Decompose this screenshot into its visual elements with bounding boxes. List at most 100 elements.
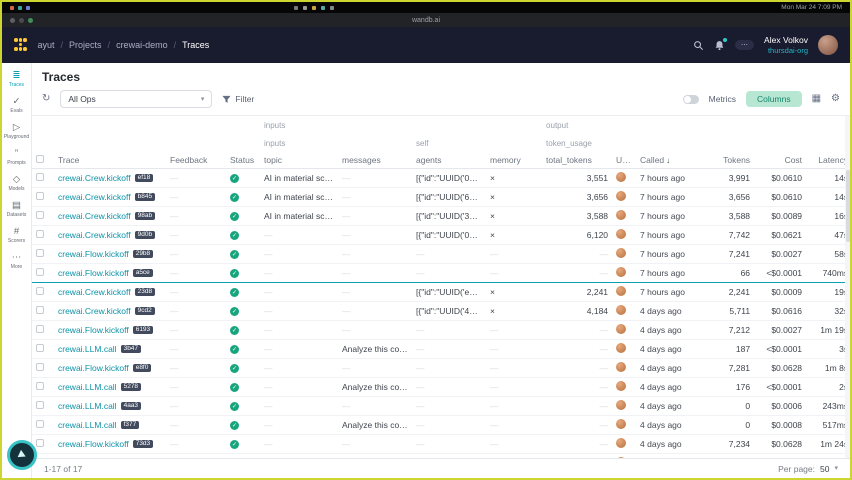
settings-gear-icon[interactable]: ⚙: [831, 93, 840, 104]
row-checkbox[interactable]: [36, 305, 44, 314]
minimize-window-icon[interactable]: [19, 17, 24, 23]
row-checkbox[interactable]: [36, 229, 44, 238]
row-checkbox[interactable]: [36, 172, 44, 181]
column-header-topic[interactable]: topic: [260, 152, 338, 169]
breadcrumb-item-projects[interactable]: Projects: [69, 40, 102, 50]
sidebar-item-traces[interactable]: ≣ Traces: [2, 67, 31, 93]
row-checkbox[interactable]: [36, 438, 44, 447]
row-checkbox[interactable]: [36, 248, 44, 257]
trace-link[interactable]: crewai.Flow.kickoff: [58, 362, 129, 373]
sidebar-item-playground[interactable]: ▷ Playground: [2, 119, 31, 145]
table-row[interactable]: crewai.Crew.kickoffb51f — — — — — — 4 da…: [32, 453, 850, 458]
scrollbar-thumb[interactable]: [845, 170, 850, 242]
refresh-icon[interactable]: ↻: [42, 93, 51, 104]
trace-link[interactable]: crewai.Flow.kickoff: [58, 267, 129, 278]
search-icon[interactable]: [693, 40, 704, 51]
trace-link[interactable]: crewai.Flow.kickoff: [58, 248, 129, 259]
sidebar-item-models[interactable]: ◇ Models: [2, 171, 31, 197]
window-controls[interactable]: [10, 17, 33, 23]
column-header-agents[interactable]: agents: [412, 152, 486, 169]
column-header-latency[interactable]: Latency: [806, 152, 850, 169]
column-header-status[interactable]: Status: [226, 152, 260, 169]
notifications-bell-icon[interactable]: [714, 37, 728, 51]
messages-cell: —: [338, 225, 412, 245]
column-header-feedback[interactable]: Feedback: [166, 152, 226, 169]
column-header-total-tokens[interactable]: total_tokens: [542, 152, 613, 169]
vertical-scrollbar[interactable]: [845, 116, 850, 458]
column-header-tokens[interactable]: Tokens: [704, 152, 755, 169]
breadcrumb-item-ayut[interactable]: ayut: [37, 40, 55, 50]
trace-link[interactable]: crewai.Crew.kickoff: [58, 172, 131, 183]
row-checkbox[interactable]: [36, 210, 44, 219]
row-checkbox[interactable]: [36, 324, 44, 333]
trace-link[interactable]: crewai.LLM.call: [58, 343, 117, 354]
select-all-checkbox[interactable]: [36, 154, 44, 163]
breadcrumb-item-crewai-demo[interactable]: crewai-demo: [116, 40, 168, 50]
row-checkbox[interactable]: [36, 400, 44, 409]
trace-link[interactable]: crewai.Flow.kickoff: [58, 324, 129, 335]
screen-share-bubble[interactable]: [7, 440, 37, 470]
row-checkbox[interactable]: [36, 362, 44, 371]
breadcrumb-item-traces[interactable]: Traces: [182, 40, 210, 50]
trace-link[interactable]: crewai.LLM.call: [58, 400, 117, 411]
sidebar-item-more[interactable]: ⋯ More: [2, 249, 31, 275]
trace-link[interactable]: crewai.Flow.kickoff: [58, 438, 129, 449]
columns-button[interactable]: Columns: [746, 91, 802, 107]
sidebar-item-scorers[interactable]: # Scorers: [2, 223, 31, 249]
row-checkbox[interactable]: [36, 286, 44, 295]
trace-link[interactable]: crewai.LLM.call: [58, 381, 117, 392]
tokens-cell: 7,281: [704, 358, 755, 378]
column-header-cost[interactable]: Cost: [754, 152, 807, 169]
row-checkbox[interactable]: [36, 343, 44, 352]
grid-view-icon[interactable]: ▦: [811, 93, 822, 104]
ops-selector[interactable]: All Ops ▾: [60, 90, 213, 108]
column-header-memory[interactable]: memory: [486, 152, 543, 169]
group-header-output: output: [546, 120, 569, 130]
maximize-window-icon[interactable]: [28, 17, 33, 23]
trace-link[interactable]: crewai.LLM.call: [58, 419, 117, 430]
row-checkbox[interactable]: [36, 381, 44, 390]
header-more-button[interactable]: ⋯: [735, 40, 755, 50]
trace-link[interactable]: crewai.Crew.kickoff: [58, 286, 131, 297]
column-header-user[interactable]: User: [612, 152, 637, 169]
metrics-toggle[interactable]: [682, 94, 699, 104]
cost-cell: $0.0027: [754, 244, 807, 264]
sidebar-item-datasets[interactable]: ▤ Datasets: [2, 197, 31, 223]
trace-link[interactable]: crewai.Crew.kickoff: [58, 458, 131, 459]
user-avatar[interactable]: [818, 35, 838, 55]
trace-link[interactable]: crewai.Crew.kickoff: [58, 210, 131, 221]
row-checkbox[interactable]: [36, 457, 44, 458]
close-window-icon[interactable]: [10, 17, 15, 23]
wandb-logo-icon[interactable]: [14, 38, 28, 52]
row-checkbox[interactable]: [36, 419, 44, 428]
row-checkbox[interactable]: [36, 267, 44, 276]
sidebar-item-prompts[interactable]: ” Prompts: [2, 145, 31, 171]
user-org[interactable]: thursdai-org: [767, 45, 808, 55]
column-header-messages[interactable]: messages: [338, 152, 412, 169]
column-header-called[interactable]: Called ↓: [636, 152, 705, 169]
sort-desc-icon[interactable]: ↓: [666, 155, 671, 165]
column-header-trace[interactable]: Trace: [54, 152, 166, 169]
trace-link[interactable]: crewai.Crew.kickoff: [58, 305, 131, 316]
trace-link[interactable]: crewai.Crew.kickoff: [58, 229, 131, 240]
per-page-select[interactable]: Per page: 50 ▾: [778, 464, 838, 474]
sidebar-item-evals[interactable]: ✓ Evals: [2, 93, 31, 119]
filter-button[interactable]: Filter: [222, 94, 254, 104]
trace-link[interactable]: crewai.Crew.kickoff: [58, 191, 131, 202]
row-checkbox[interactable]: [36, 191, 44, 200]
